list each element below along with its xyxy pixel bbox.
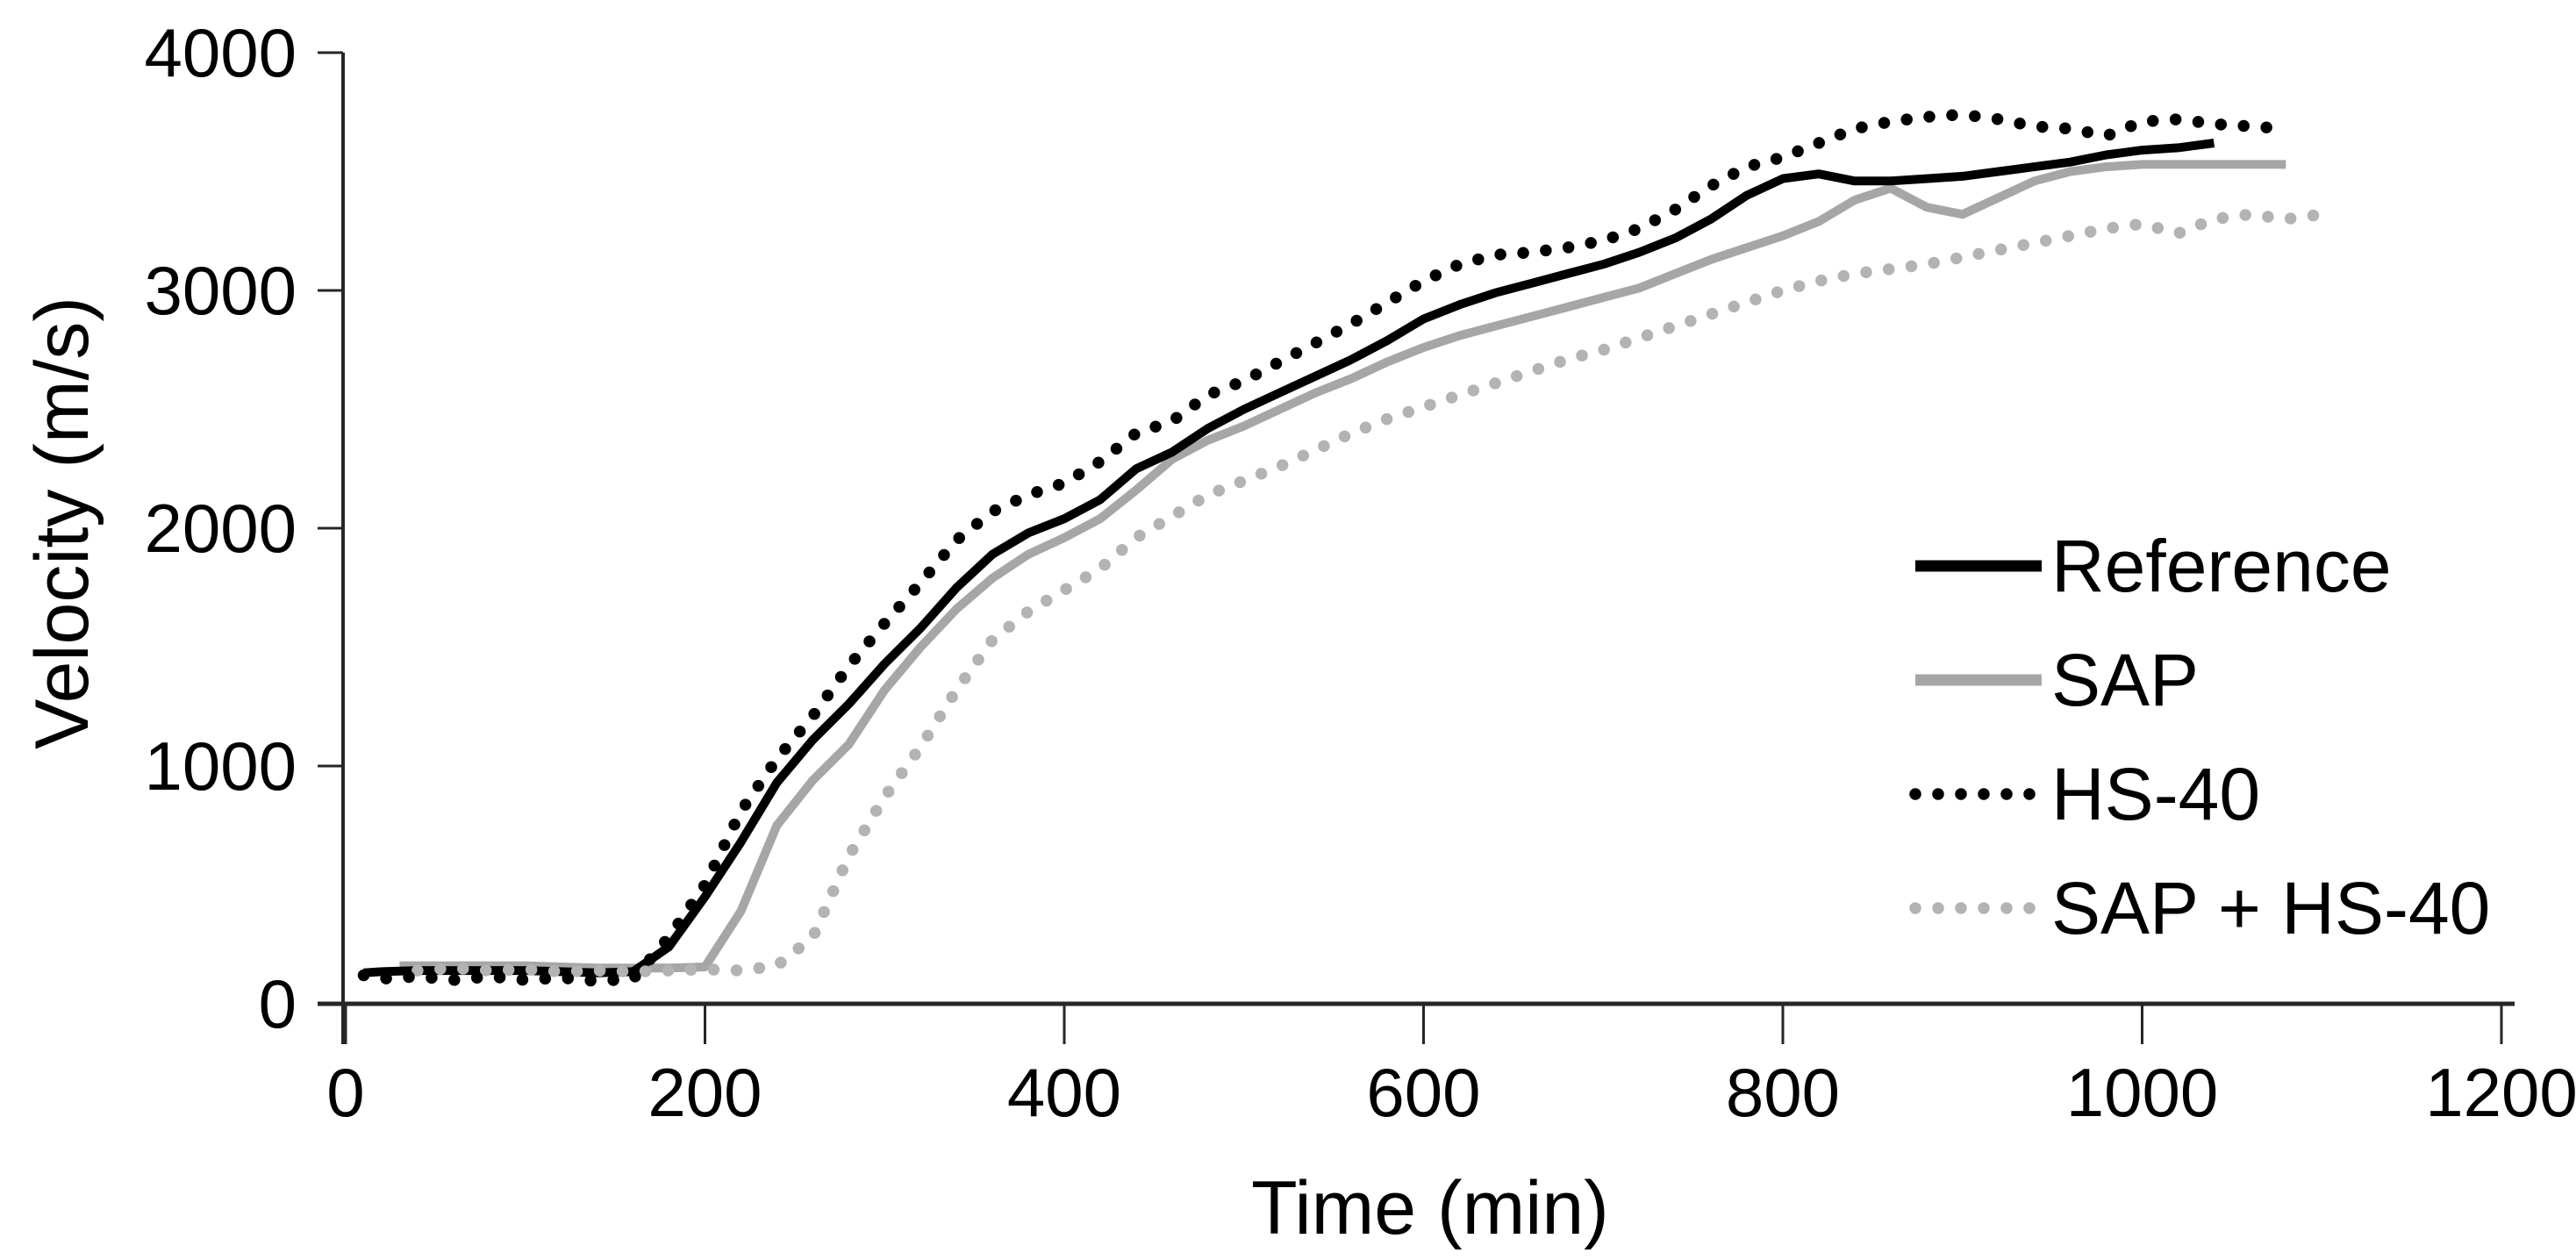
y-tick-label-3000: 3000 xyxy=(144,252,297,329)
series-line-hs-40 xyxy=(357,108,2293,988)
x-tick-label-400: 400 xyxy=(1007,1054,1121,1131)
legend-label-sap-hs-40: SAP + HS-40 xyxy=(2051,867,2490,949)
x-tick-label-800: 800 xyxy=(1726,1054,1840,1131)
legend-label-sap: SAP xyxy=(2051,639,2199,721)
legend-item-sap-hs-40: SAP + HS-40 xyxy=(1909,867,2490,949)
series-line-sap-hs-40 xyxy=(411,208,2329,978)
legend-item-hs-40: HS-40 xyxy=(1909,753,2260,835)
series-line-reference xyxy=(363,139,2215,977)
tick-label-layer: 0 1000 2000 3000 4000 0 200 400 600 800 1000 1200 xyxy=(144,14,2576,1131)
x-tick-label-1200: 1200 xyxy=(2425,1054,2576,1131)
x-tick-label-1000: 1000 xyxy=(2066,1054,2219,1131)
legend-label-reference: Reference xyxy=(2051,525,2392,607)
legend-item-reference: Reference xyxy=(1915,525,2392,607)
x-tick-label-200: 200 xyxy=(648,1054,762,1131)
x-tick-label-600: 600 xyxy=(1366,1054,1480,1131)
legend-label-hs-40: HS-40 xyxy=(2051,753,2260,835)
series-line-sap xyxy=(399,160,2286,973)
y-tick-label-2000: 2000 xyxy=(144,490,297,567)
axes-layer xyxy=(318,51,2515,1044)
legend-item-sap: SAP xyxy=(1915,639,2199,721)
x-tick-label-0: 0 xyxy=(326,1054,364,1131)
legend-layer: Reference SAP HS-40 SAP + HS-40 xyxy=(1909,525,2490,949)
y-tick-label-1000: 1000 xyxy=(144,727,297,805)
x-axis-title: Time (min) xyxy=(1251,1166,1609,1250)
y-axis-title: Velocity (m/s) xyxy=(20,297,104,749)
y-tick-label-4000: 4000 xyxy=(144,14,297,91)
series-layer xyxy=(357,108,2329,988)
y-tick-label-0: 0 xyxy=(259,965,297,1042)
